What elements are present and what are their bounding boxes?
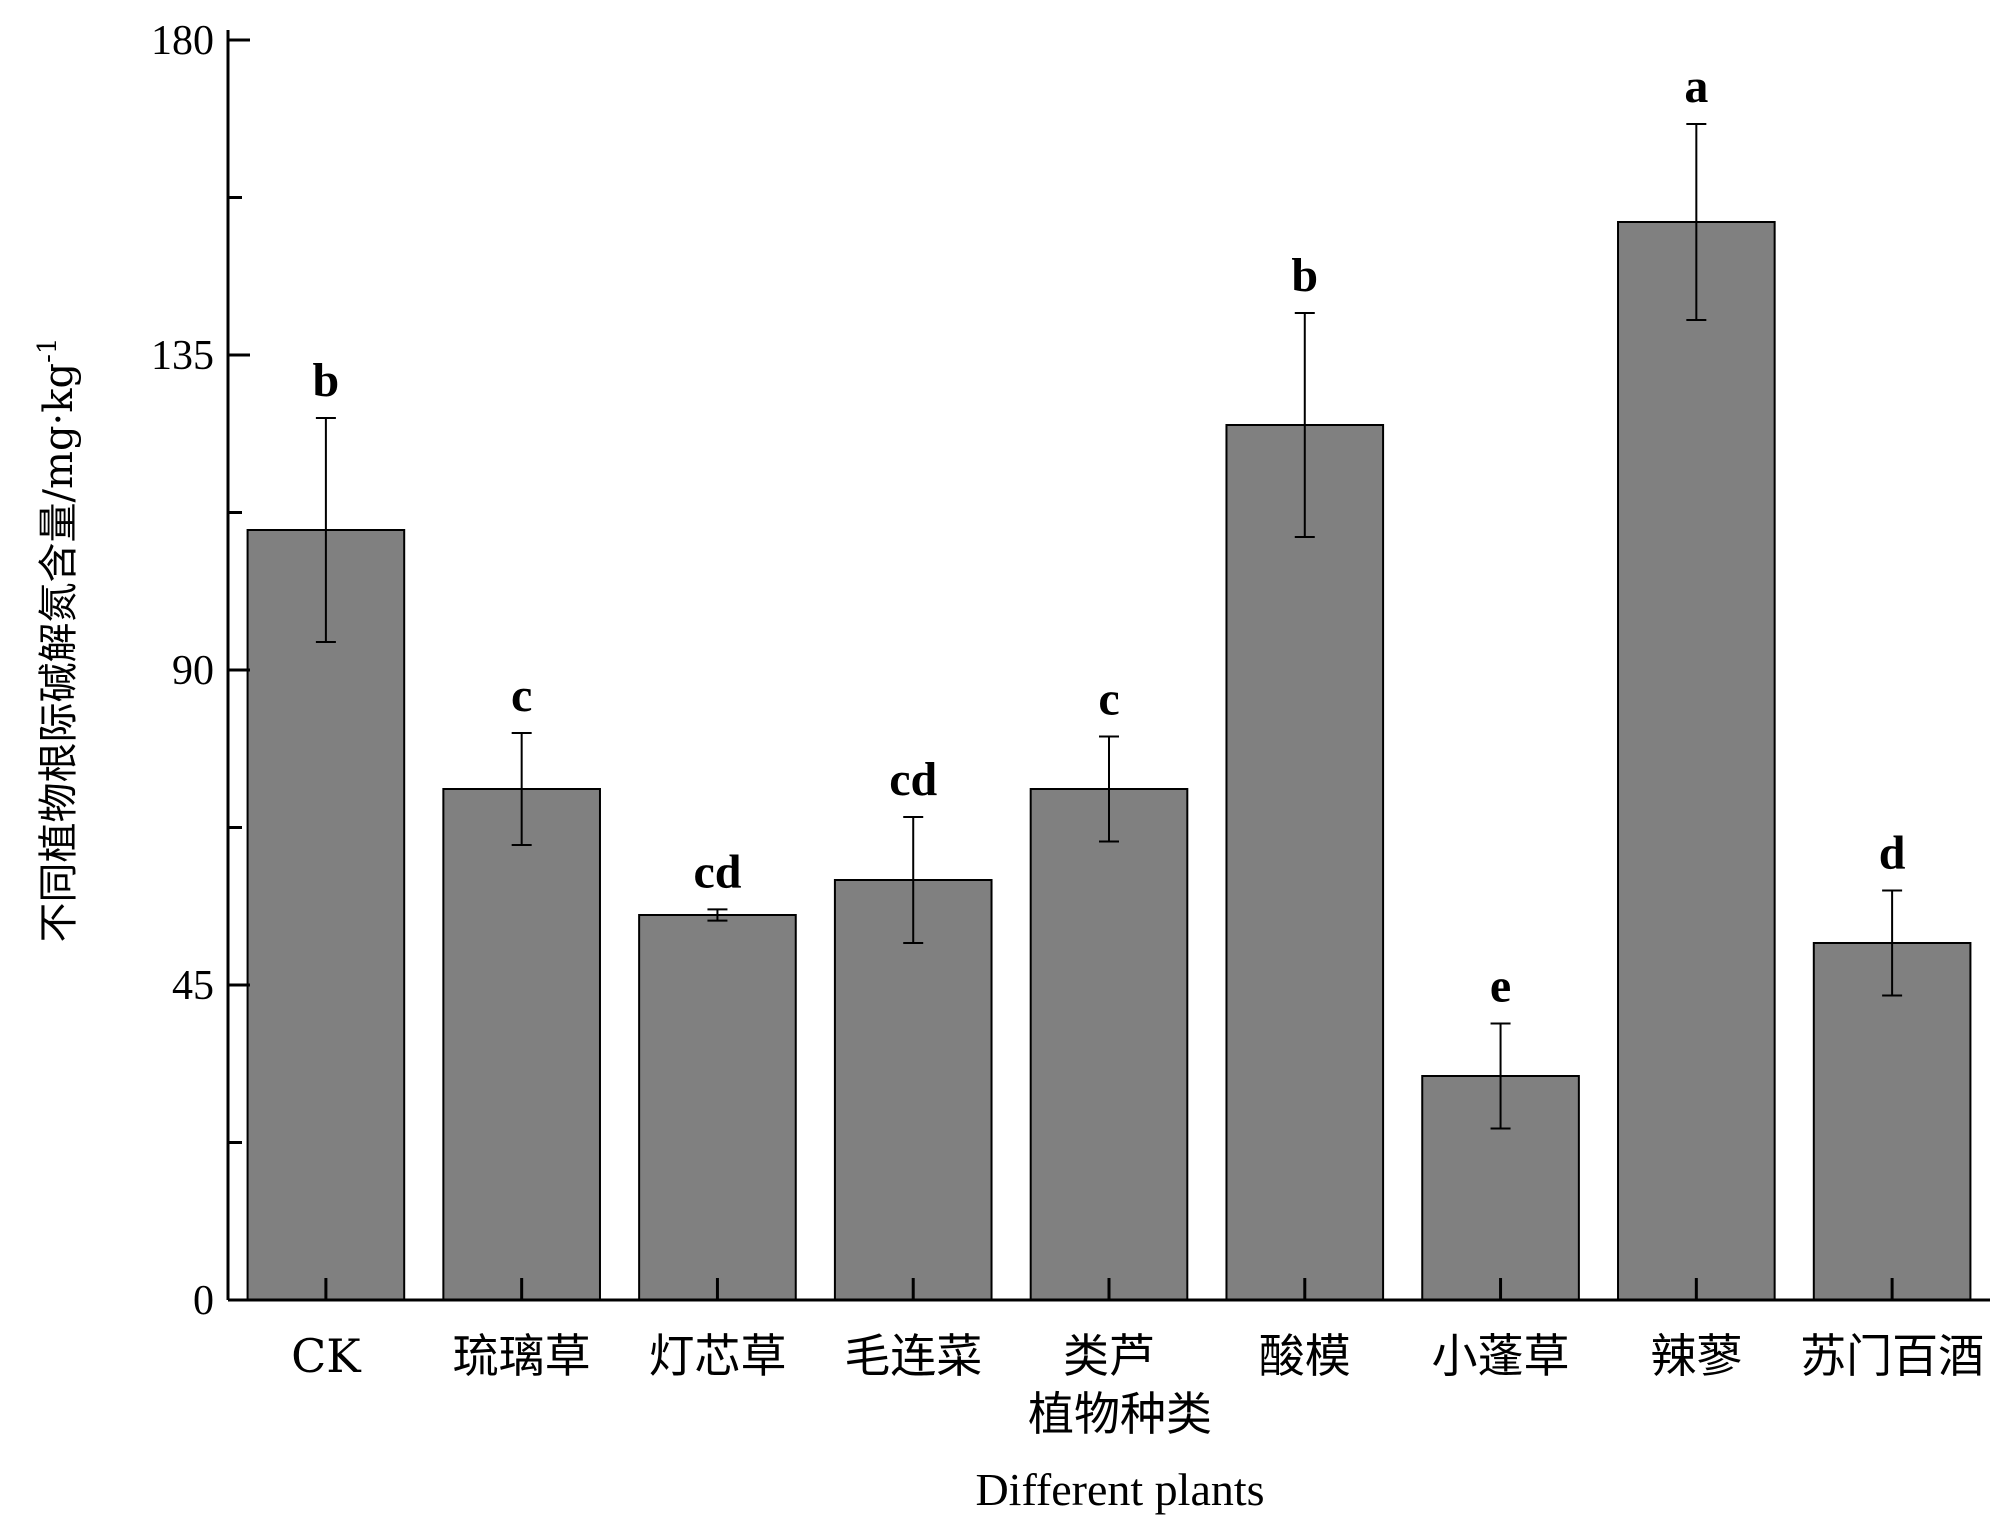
x-tick-label-8: 苏门百酒 [1800, 1329, 1984, 1383]
bars-group [246, 221, 1972, 1301]
significance-label-5: b [1291, 249, 1318, 302]
x-tick-label-1: 琉璃草 [453, 1329, 591, 1383]
significance-label-3: cd [889, 753, 937, 806]
x-tick-label-6: 小蓬草 [1432, 1329, 1570, 1383]
y-tick-label-4: 180 [151, 18, 214, 64]
bar-1 [442, 788, 601, 1301]
y-axis-title: 不同植物根际碱解氮含量/mg·kg-1 [33, 338, 82, 943]
bar-7 [1617, 221, 1776, 1301]
significance-label-8: d [1879, 827, 1906, 880]
y-tick-label-3: 135 [151, 333, 214, 379]
bar-0 [246, 529, 406, 1301]
bar-8 [1812, 942, 1972, 1301]
x-tick-label-7: 辣蓼 [1650, 1329, 1742, 1383]
significance-label-4: c [1098, 673, 1119, 726]
significance-label-1: c [511, 669, 532, 722]
significance-label-0: b [313, 354, 340, 407]
bar-2 [638, 914, 797, 1301]
y-tick-label-0: 0 [193, 1278, 214, 1324]
y-axis-title-main: 不同植物根际碱解氮含量/mg·kg [36, 363, 82, 943]
x-axis-title-en: Different plants [975, 1464, 1264, 1515]
significance-label-2: cd [693, 845, 741, 898]
x-tick-label-5: 酸模 [1259, 1329, 1351, 1383]
y-tick-label-2: 90 [172, 648, 214, 694]
significance-label-7: a [1684, 60, 1708, 113]
significance-label-6: e [1490, 960, 1511, 1013]
axes-group: 0 45 90 135 180 [151, 18, 1990, 1324]
error-bars-group [315, 123, 1903, 1130]
x-tick-label-4: 类芦 [1063, 1329, 1155, 1383]
bar-3 [833, 879, 993, 1301]
x-tick-label-0: CK [291, 1329, 362, 1383]
category-labels-group: CK 琉璃草 灯芯草 毛连菜 类芦 酸模 小蓬草 辣蓼 苏门百酒 [291, 1329, 1984, 1383]
x-axis-title-cn: 植物种类 [1028, 1387, 1212, 1441]
y-tick-label-1: 45 [172, 963, 214, 1009]
x-tick-label-2: 灯芯草 [648, 1329, 786, 1383]
bar-5 [1225, 424, 1385, 1301]
significance-labels-group: b c cd cd c b e a d [313, 60, 1906, 1013]
bar-4 [1029, 788, 1189, 1301]
x-tick-label-3: 毛连菜 [844, 1329, 982, 1383]
y-axis-title-sup: -1 [33, 338, 63, 363]
